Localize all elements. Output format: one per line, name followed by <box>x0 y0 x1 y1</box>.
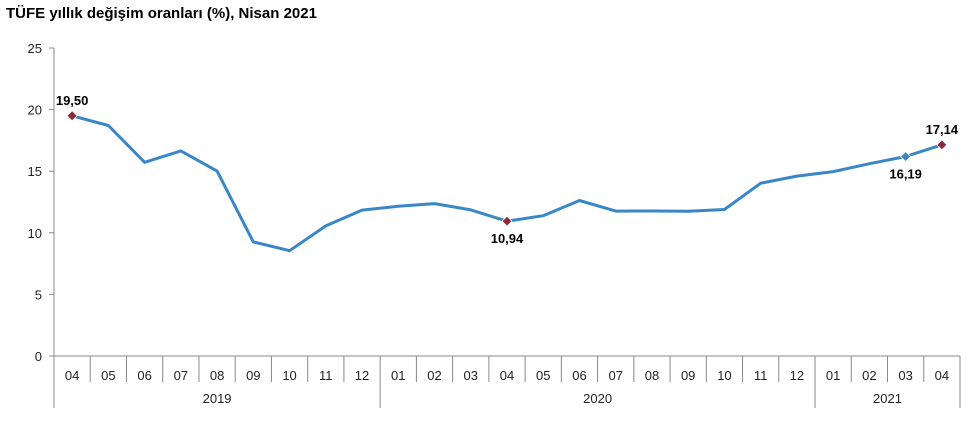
x-tick-label: 02 <box>862 368 876 383</box>
x-tick-label: 08 <box>210 368 224 383</box>
y-tick-label: 0 <box>35 349 42 364</box>
chart-title: TÜFE yıllık değişim oranları (%), Nisan … <box>6 5 317 22</box>
data-label: 16,19 <box>889 167 922 182</box>
x-tick-label: 10 <box>717 368 731 383</box>
x-tick-label: 01 <box>391 368 405 383</box>
x-tick-label: 05 <box>101 368 115 383</box>
x-tick-label: 04 <box>500 368 514 383</box>
x-tick-label: 03 <box>898 368 912 383</box>
data-label: 17,14 <box>926 122 959 137</box>
data-point-marker <box>900 150 912 163</box>
x-tick-label: 03 <box>464 368 478 383</box>
year-label: 2020 <box>583 391 612 406</box>
x-tick-label: 02 <box>427 368 441 383</box>
x-tick-label: 04 <box>65 368 79 383</box>
y-tick-label: 25 <box>28 41 42 56</box>
x-tick-label: 07 <box>608 368 622 383</box>
data-point-marker <box>66 110 78 122</box>
x-tick-label: 12 <box>790 368 804 383</box>
y-tick-label: 10 <box>28 226 42 241</box>
year-label: 2021 <box>873 391 902 406</box>
x-tick-label: 12 <box>355 368 369 383</box>
y-tick-label: 20 <box>28 103 42 118</box>
x-tick-label: 11 <box>319 368 333 383</box>
x-tick-label: 10 <box>282 368 296 383</box>
x-tick-label: 05 <box>536 368 550 383</box>
x-tick-label: 01 <box>826 368 840 383</box>
year-label: 2019 <box>203 391 232 406</box>
x-tick-label: 07 <box>174 368 188 383</box>
y-tick-label: 15 <box>28 164 42 179</box>
x-tick-label: 04 <box>935 368 949 383</box>
x-tick-label: 06 <box>572 368 586 383</box>
data-label: 19,50 <box>56 93 89 108</box>
data-point-marker <box>501 215 513 227</box>
x-tick-label: 11 <box>754 368 768 383</box>
y-tick-label: 5 <box>35 287 42 302</box>
data-label: 10,94 <box>491 231 524 246</box>
x-tick-label: 09 <box>246 368 260 383</box>
x-tick-label: 09 <box>681 368 695 383</box>
data-point-marker <box>936 139 948 151</box>
x-tick-label: 08 <box>645 368 659 383</box>
x-tick-label: 06 <box>137 368 151 383</box>
